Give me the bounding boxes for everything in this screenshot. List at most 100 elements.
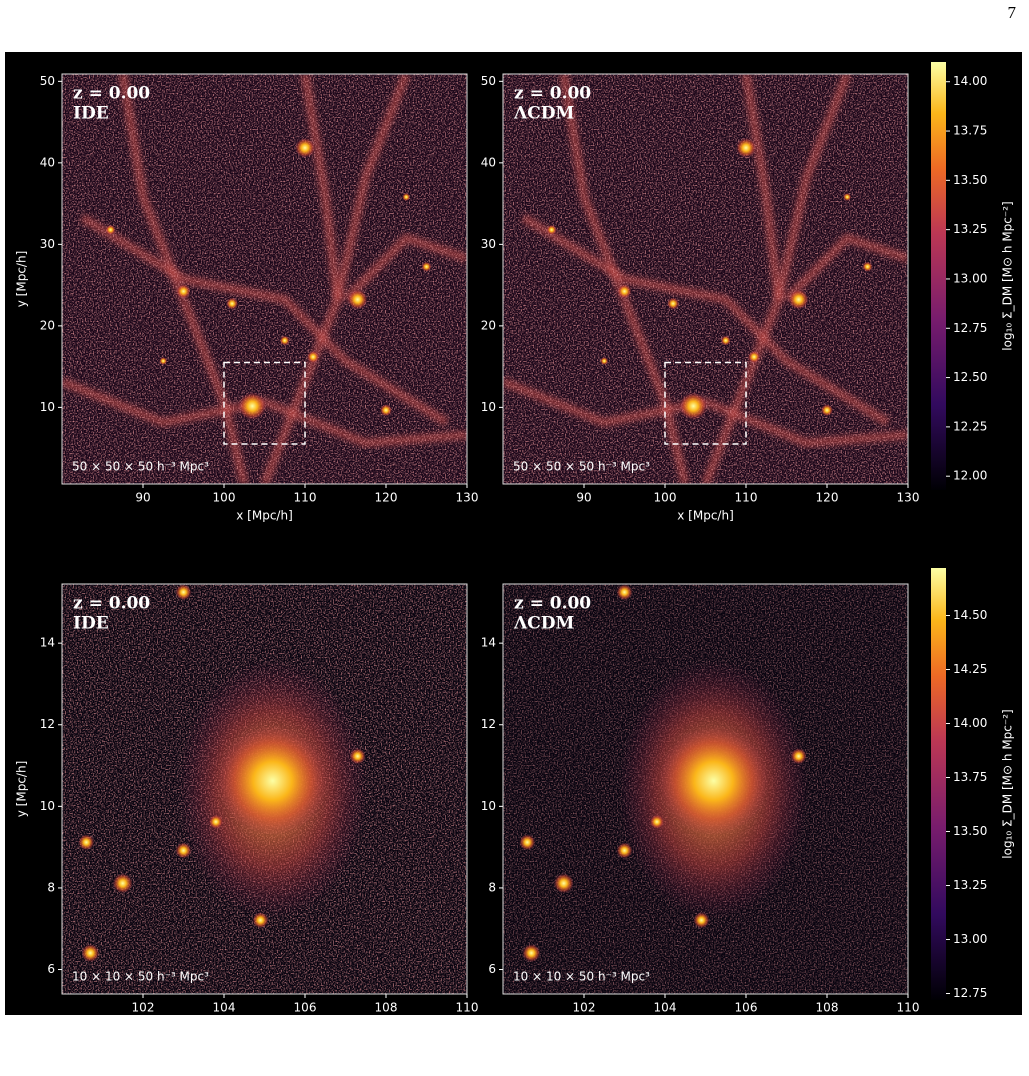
halo xyxy=(421,261,432,272)
x-tick-label: 90 xyxy=(135,491,150,505)
x-tick-label: 104 xyxy=(654,1001,677,1015)
halo xyxy=(821,404,833,417)
panel-model: IDE xyxy=(73,614,109,634)
y-tick-label: 14 xyxy=(481,636,496,650)
zoom-box xyxy=(664,361,747,445)
colorbar-tick-label: 12.50 xyxy=(953,370,987,384)
halo xyxy=(295,137,315,158)
halo xyxy=(112,873,133,894)
halo xyxy=(546,224,557,235)
halo xyxy=(617,284,632,299)
halo xyxy=(81,944,100,962)
axes-frame xyxy=(61,73,468,485)
heatmap xyxy=(62,584,467,994)
colorbar-label: log₁₀ Σ_DM [M⊙ h Mpc⁻²] xyxy=(1001,709,1015,858)
y-tick-label: 20 xyxy=(481,318,496,332)
halo xyxy=(176,284,191,299)
panel-title: z = 0.00 xyxy=(73,84,150,104)
colorbar-label: log₁₀ Σ_DM [M⊙ h Mpc⁻²] xyxy=(1001,201,1015,350)
colorbar-tick-label: 12.25 xyxy=(953,419,987,433)
halo xyxy=(736,137,756,158)
halo xyxy=(238,392,267,421)
x-tick-label: 102 xyxy=(132,1001,155,1015)
halo xyxy=(862,261,873,272)
colorbar-tick-label: 12.00 xyxy=(953,469,987,483)
halo xyxy=(175,842,192,859)
halo xyxy=(402,193,411,201)
heatmap xyxy=(62,74,467,484)
x-tick-label: 108 xyxy=(816,1001,839,1015)
colorbar-tick-label: 14.25 xyxy=(953,662,987,676)
halo xyxy=(616,842,633,859)
box-note: 50 × 50 × 50 h⁻³ Mpc³ xyxy=(513,460,650,474)
y-tick-label: 20 xyxy=(40,318,55,332)
y-axis-label: y [Mpc/h] xyxy=(15,761,29,818)
halo xyxy=(522,944,541,962)
halo xyxy=(649,814,664,829)
colorbar-tick-label: 13.75 xyxy=(953,124,987,138)
y-tick-label: 50 xyxy=(481,74,496,88)
x-tick-label: 102 xyxy=(573,1001,596,1015)
halo xyxy=(307,350,320,363)
colorbar-tick-label: 13.25 xyxy=(953,222,987,236)
halo xyxy=(347,289,368,310)
colorbar-tick-label: 13.00 xyxy=(953,271,987,285)
y-tick-label: 6 xyxy=(488,962,496,976)
page-number: 7 xyxy=(1008,3,1017,22)
colorbar-tick-label: 13.75 xyxy=(953,770,987,784)
axes-frame xyxy=(61,583,468,995)
heatmap xyxy=(503,74,908,484)
panel-model: ΛCDM xyxy=(513,614,574,634)
panel-title: z = 0.00 xyxy=(514,594,591,614)
colorbar xyxy=(931,62,946,490)
halo xyxy=(217,725,328,836)
x-tick-label: 110 xyxy=(897,1001,920,1015)
colorbar-tick-label: 12.75 xyxy=(953,986,987,1000)
halo xyxy=(843,193,852,201)
halo xyxy=(720,335,731,346)
panel-model: IDE xyxy=(73,104,109,124)
x-tick-label: 110 xyxy=(735,491,758,505)
halo xyxy=(693,912,710,929)
x-tick-label: 106 xyxy=(735,1001,758,1015)
halo xyxy=(380,404,392,417)
halo xyxy=(667,297,680,310)
halo xyxy=(616,584,633,601)
colorbar-tick-label: 13.50 xyxy=(953,173,987,187)
y-tick-label: 10 xyxy=(40,799,55,813)
colorbar-tick-label: 13.00 xyxy=(953,932,987,946)
x-tick-label: 106 xyxy=(294,1001,317,1015)
y-tick-label: 6 xyxy=(47,962,55,976)
halo xyxy=(279,335,290,346)
x-tick-label: 100 xyxy=(654,491,677,505)
y-axis-label: y [Mpc/h] xyxy=(15,251,29,308)
y-tick-label: 10 xyxy=(40,400,55,414)
halo xyxy=(252,912,269,929)
x-tick-label: 120 xyxy=(816,491,839,505)
halo xyxy=(105,224,116,235)
halo xyxy=(679,392,708,421)
y-tick-label: 8 xyxy=(47,880,55,894)
colorbar-tick-label: 13.50 xyxy=(953,824,987,838)
x-tick-label: 90 xyxy=(576,491,591,505)
y-tick-label: 8 xyxy=(488,880,496,894)
y-tick-label: 30 xyxy=(40,237,55,251)
colorbar-tick-label: 12.75 xyxy=(953,321,987,335)
halo xyxy=(175,584,192,601)
colorbar-tick-label: 14.00 xyxy=(953,74,987,88)
x-tick-label: 130 xyxy=(897,491,920,505)
x-tick-label: 104 xyxy=(213,1001,236,1015)
x-tick-label: 110 xyxy=(456,1001,479,1015)
y-tick-label: 12 xyxy=(40,717,55,731)
heatmap xyxy=(503,584,908,994)
y-tick-label: 40 xyxy=(40,155,55,169)
halo xyxy=(600,357,609,365)
colorbar-tick-label: 14.00 xyxy=(953,716,987,730)
y-tick-label: 40 xyxy=(481,155,496,169)
x-tick-label: 110 xyxy=(294,491,317,505)
panel-model: ΛCDM xyxy=(513,104,574,124)
x-tick-label: 120 xyxy=(375,491,398,505)
halo xyxy=(159,357,168,365)
colorbar xyxy=(931,568,946,1000)
